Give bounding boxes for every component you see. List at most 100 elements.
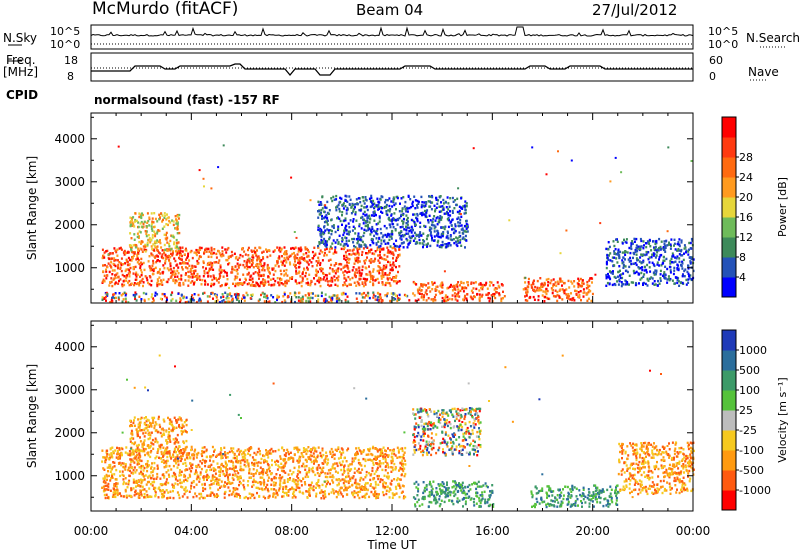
power-colorbar-seg [722,117,736,138]
velocity-colorbar-label: -500 [739,464,764,477]
velocity-noise [147,389,149,392]
velocity-noise [660,373,662,375]
power-noise [324,204,327,207]
velocity-noise [403,431,406,434]
power-noise [545,173,548,176]
beam-title: Beam 04 [356,1,424,19]
power-noise [117,145,120,148]
velocity-noise [424,445,427,448]
power-noise [180,258,182,261]
power-noise [459,213,462,215]
velocity-noise [237,413,240,416]
velocity-noise [666,445,669,447]
velocity-region-0 [101,445,407,500]
velocity-noise [176,457,179,460]
power-region-5 [317,194,469,249]
velocity-noise [129,447,132,450]
velocity-noise [504,366,507,369]
power-noise [565,229,568,232]
power-ylabel: Slant Range [km] [25,156,39,260]
velocity-noise [538,398,541,401]
power-noise [293,231,296,233]
nave-label: Nave [748,65,779,79]
velocity-noise [222,453,225,455]
velocity-noise [174,365,176,368]
power-colorbar-seg [722,277,736,298]
power-colorbar-frame [721,116,737,298]
freq-label-1: Freq. [6,53,36,67]
velocity-colorbar-seg [722,330,736,351]
velocity-noise [241,459,244,462]
power-colorbar-label: 12 [739,231,753,244]
power-colorbar-seg [722,157,736,178]
xtick-label: 16:00 [475,524,510,538]
power-region-0 [101,291,411,304]
power-colorbar-label: 8 [739,251,746,264]
power-noise [472,147,475,150]
velocity-ytick-label: 2000 [54,426,85,440]
power-noise [690,160,693,162]
velocity-colorbar-label: 500 [739,364,760,377]
power-noise [228,286,230,289]
power-colorbar-seg [722,237,736,258]
power-noise [614,156,617,159]
velocity-noise [144,386,147,389]
velocity-noise [133,386,136,389]
velocity-noise [240,417,242,419]
power-noise [457,187,460,190]
xtick-label: 08:00 [274,524,309,538]
velocity-noise [236,470,239,473]
power-ytick-label: 4000 [54,132,85,146]
velocity-noise [190,429,193,431]
velocity-ytick-label: 3000 [54,383,85,397]
power-colorbar-label: 4 [739,271,746,284]
velocity-region-4 [412,407,482,457]
velocity-colorbar-seg [722,370,736,391]
velocity-region-3 [530,484,620,509]
velocity-noise [644,485,647,488]
xtick-label: 04:00 [174,524,209,538]
velocity-colorbar-label: 1000 [739,344,767,357]
power-noise [295,236,298,239]
velocity-colorbar-frame [721,329,737,511]
station-title: McMurdo (fitACF) [92,0,239,19]
velocity-colorbar-title: Velocity [m s⁻¹] [776,377,789,462]
nsearch-tick-bottom: 10^0 [708,38,739,51]
power-noise [667,146,670,149]
xtick-label: 00:00 [74,524,109,538]
power-colorbar-seg [722,217,736,238]
velocity-ytick-label: 4000 [54,340,85,354]
xtick-label: 20:00 [575,524,610,538]
velocity-noise [467,382,470,385]
power-colorbar-label: 28 [739,151,753,164]
velocity-noise [323,480,326,483]
freq-line [91,63,693,77]
velocity-colorbar-seg [722,430,736,451]
x-axis-title: Time UT [366,538,417,552]
velocity-noise [649,369,651,372]
power-noise [210,187,213,190]
power-colorbar-label: 20 [739,191,753,204]
velocity-noise [365,397,368,400]
velocity-colorbar-label: -100 [739,444,764,457]
power-noise [524,276,527,279]
velocity-region-5 [617,441,695,496]
nsky-tick-bottom: 10^0 [50,38,81,51]
date-title: 27/Jul/2012 [592,1,678,19]
velocity-noise [561,354,564,357]
nsearch-label: N.Search [746,31,800,45]
power-colorbar-title: Power [dB] [776,177,789,237]
velocity-noise [488,400,490,402]
power-noise [107,253,110,256]
power-region-1 [101,246,401,288]
velocity-ylabel: Slant Range [km] [25,364,39,468]
power-noise [508,219,511,222]
nsky-line [90,26,694,37]
velocity-noise [353,387,356,390]
power-noise [531,146,534,149]
power-noise [557,150,559,153]
power-noise [164,214,167,217]
velocity-region-1 [129,415,188,457]
power-ytick-label: 2000 [54,218,85,232]
